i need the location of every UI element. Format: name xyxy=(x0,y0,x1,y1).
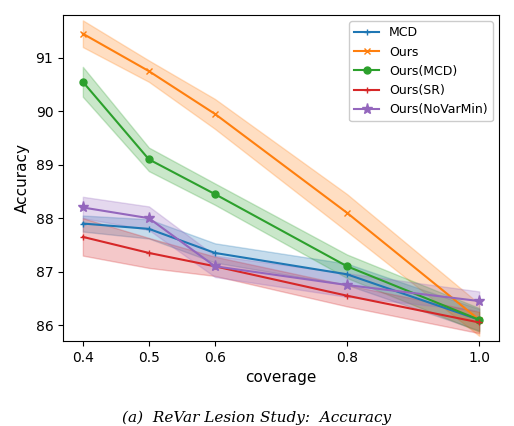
MCD xyxy=(212,250,218,256)
Ours(SR) xyxy=(476,320,482,325)
Ours(MCD) xyxy=(146,157,152,162)
Line: Ours: Ours xyxy=(79,30,483,323)
Ours(SR) xyxy=(146,250,152,256)
Ours(SR) xyxy=(212,264,218,269)
Ours xyxy=(344,210,350,216)
Legend: MCD, Ours, Ours(MCD), Ours(SR), Ours(NoVarMin): MCD, Ours, Ours(MCD), Ours(SR), Ours(NoV… xyxy=(349,21,493,121)
Ours(MCD) xyxy=(476,317,482,322)
Ours(MCD) xyxy=(344,264,350,269)
Ours(NoVarMin) xyxy=(146,216,152,221)
Line: Ours(NoVarMin): Ours(NoVarMin) xyxy=(77,202,485,307)
Ours xyxy=(476,317,482,322)
X-axis label: coverage: coverage xyxy=(245,371,317,386)
Ours(NoVarMin) xyxy=(212,264,218,269)
Ours(SR) xyxy=(344,293,350,298)
Ours xyxy=(80,31,86,36)
Line: Ours(MCD): Ours(MCD) xyxy=(79,78,483,323)
Line: Ours(SR): Ours(SR) xyxy=(79,233,483,326)
Ours(NoVarMin) xyxy=(344,282,350,288)
Ours xyxy=(212,111,218,116)
Ours xyxy=(146,69,152,74)
Line: MCD: MCD xyxy=(79,220,483,323)
Text: (a)  ReVar Lesion Study:  Accuracy: (a) ReVar Lesion Study: Accuracy xyxy=(122,410,392,425)
Ours(NoVarMin) xyxy=(80,205,86,210)
Ours(MCD) xyxy=(80,79,86,84)
MCD xyxy=(476,317,482,322)
MCD xyxy=(146,226,152,231)
Ours(MCD) xyxy=(212,192,218,197)
MCD xyxy=(80,221,86,226)
Ours(NoVarMin) xyxy=(476,299,482,304)
Ours(SR) xyxy=(80,234,86,239)
Y-axis label: Accuracy: Accuracy xyxy=(15,143,30,213)
MCD xyxy=(344,272,350,277)
